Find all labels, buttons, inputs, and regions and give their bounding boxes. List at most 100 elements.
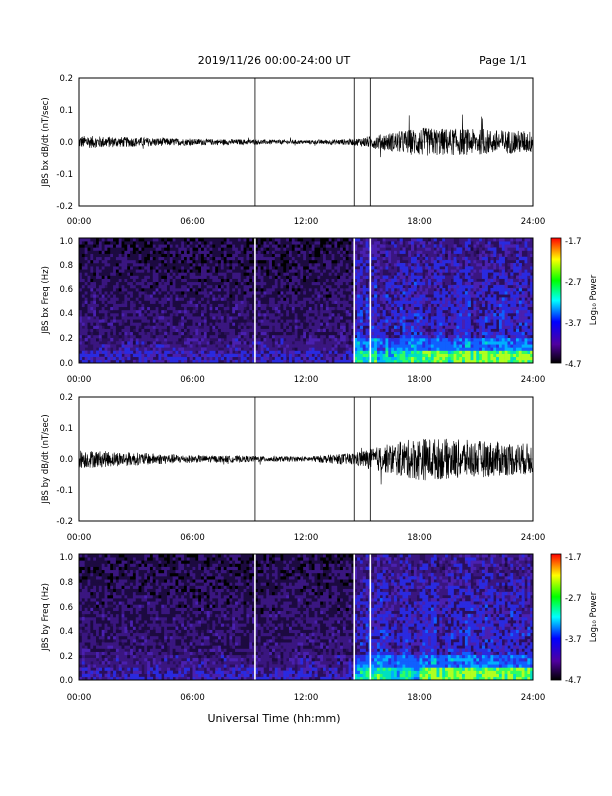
spectrogram-cell <box>383 254 386 257</box>
spectrogram-cell <box>414 260 417 263</box>
spectrogram-cell <box>269 263 272 266</box>
spectrogram-cell <box>130 316 133 319</box>
spectrogram-cell <box>90 254 93 257</box>
spectrogram-cell <box>317 288 320 291</box>
spectrogram-cell <box>292 263 295 266</box>
spectrogram-cell <box>147 329 150 332</box>
spectrogram-cell <box>320 307 323 310</box>
spectrogram-cell <box>292 304 295 307</box>
spectrogram-cell <box>454 269 457 272</box>
spectrogram-cell <box>150 266 153 269</box>
spectrogram-cell <box>102 301 105 304</box>
spectrogram-cell <box>385 251 388 254</box>
spectrogram-cell <box>363 241 366 244</box>
spectrogram-cell <box>201 276 204 279</box>
spectrogram-cell <box>329 251 332 254</box>
spectrogram-cell <box>385 338 388 341</box>
spectrogram-cell <box>184 241 187 244</box>
spectrogram-cell <box>133 316 136 319</box>
spectrogram-cell <box>371 322 374 325</box>
spectrogram-cell <box>99 241 102 244</box>
spectrogram-cell <box>448 282 451 285</box>
spectrogram-cell <box>275 297 278 300</box>
spectrogram-cell <box>326 279 329 282</box>
spectrogram-cell <box>454 357 457 360</box>
spectrogram-cell <box>394 319 397 322</box>
spectrogram-cell <box>411 310 414 313</box>
spectrogram-cell <box>164 351 167 354</box>
spectrogram-cell <box>275 301 278 304</box>
spectrogram-cell <box>448 304 451 307</box>
spectrogram-cell <box>286 310 289 313</box>
spectrogram-cell <box>334 282 337 285</box>
spectrogram-cell <box>238 357 241 360</box>
spectrogram-cell <box>164 269 167 272</box>
spectrogram-cell <box>184 322 187 325</box>
spectrogram-cell <box>295 301 298 304</box>
spectrogram-cell <box>221 241 224 244</box>
spectrogram-cell <box>445 313 448 316</box>
spectrogram-cell <box>425 332 428 335</box>
spectrogram-cell <box>107 263 110 266</box>
spectrogram-cell <box>468 257 471 260</box>
spectrogram-cell <box>437 266 440 269</box>
spectrogram-cell <box>280 313 283 316</box>
spectrogram-cell <box>431 326 434 329</box>
spectrogram-cell <box>420 338 423 341</box>
spectrogram-cell <box>263 272 266 275</box>
spectrogram-cell <box>366 257 369 260</box>
spectrogram-cell <box>156 272 159 275</box>
spectrogram-cell <box>374 304 377 307</box>
spectrogram-cell <box>238 260 241 263</box>
spectrogram-cell <box>411 238 414 241</box>
spectrogram-cell <box>238 247 241 250</box>
spectrogram-cell <box>326 272 329 275</box>
spectrogram-cell <box>428 257 431 260</box>
spectrogram-cell <box>357 351 360 354</box>
spectrogram-cell <box>153 310 156 313</box>
spectrogram-cell <box>411 254 414 257</box>
spectrogram-cell <box>431 266 434 269</box>
spectrogram-cell <box>150 329 153 332</box>
spectrogram-cell <box>289 247 292 250</box>
spectrogram-cell <box>462 357 465 360</box>
spectrogram-cell <box>451 291 454 294</box>
spectrogram-cell <box>295 335 298 338</box>
spectrogram-cell <box>448 266 451 269</box>
spectrogram-cell <box>113 282 116 285</box>
spectrogram-cell <box>173 241 176 244</box>
spectrogram-cell <box>96 247 99 250</box>
spectrogram-cell <box>122 316 125 319</box>
spectrogram-cell <box>187 326 190 329</box>
spectrogram-cell <box>334 238 337 241</box>
spectrogram-cell <box>238 257 241 260</box>
spectrogram-cell <box>320 301 323 304</box>
spectrogram-cell <box>349 297 352 300</box>
spectrogram-cell <box>130 279 133 282</box>
spectrogram-cell <box>272 294 275 297</box>
spectrogram-cell <box>266 272 269 275</box>
spectrogram-cell <box>300 282 303 285</box>
spectrogram-cell <box>332 297 335 300</box>
spectrogram-cell <box>266 326 269 329</box>
spectrogram-cell <box>397 341 400 344</box>
spectrogram-cell <box>286 247 289 250</box>
spectrogram-cell <box>156 351 159 354</box>
spectrogram-cell <box>110 344 113 347</box>
spectrogram-cell <box>456 338 459 341</box>
spectrogram-cell <box>175 301 178 304</box>
spectrogram-cell <box>357 301 360 304</box>
spectrogram-cell <box>357 319 360 322</box>
spectrogram-cell <box>391 254 394 257</box>
spectrogram-cell <box>107 288 110 291</box>
spectrogram-cell <box>437 332 440 335</box>
spectrogram-cell <box>425 335 428 338</box>
spectrogram-cell <box>468 279 471 282</box>
spectrogram-cell <box>445 326 448 329</box>
spectrogram-cell <box>153 241 156 244</box>
spectrogram-cell <box>315 351 318 354</box>
spectrogram-cell <box>417 316 420 319</box>
spectrogram-cell <box>212 304 215 307</box>
spectrogram-cell <box>334 297 337 300</box>
spectrogram-cell <box>139 269 142 272</box>
